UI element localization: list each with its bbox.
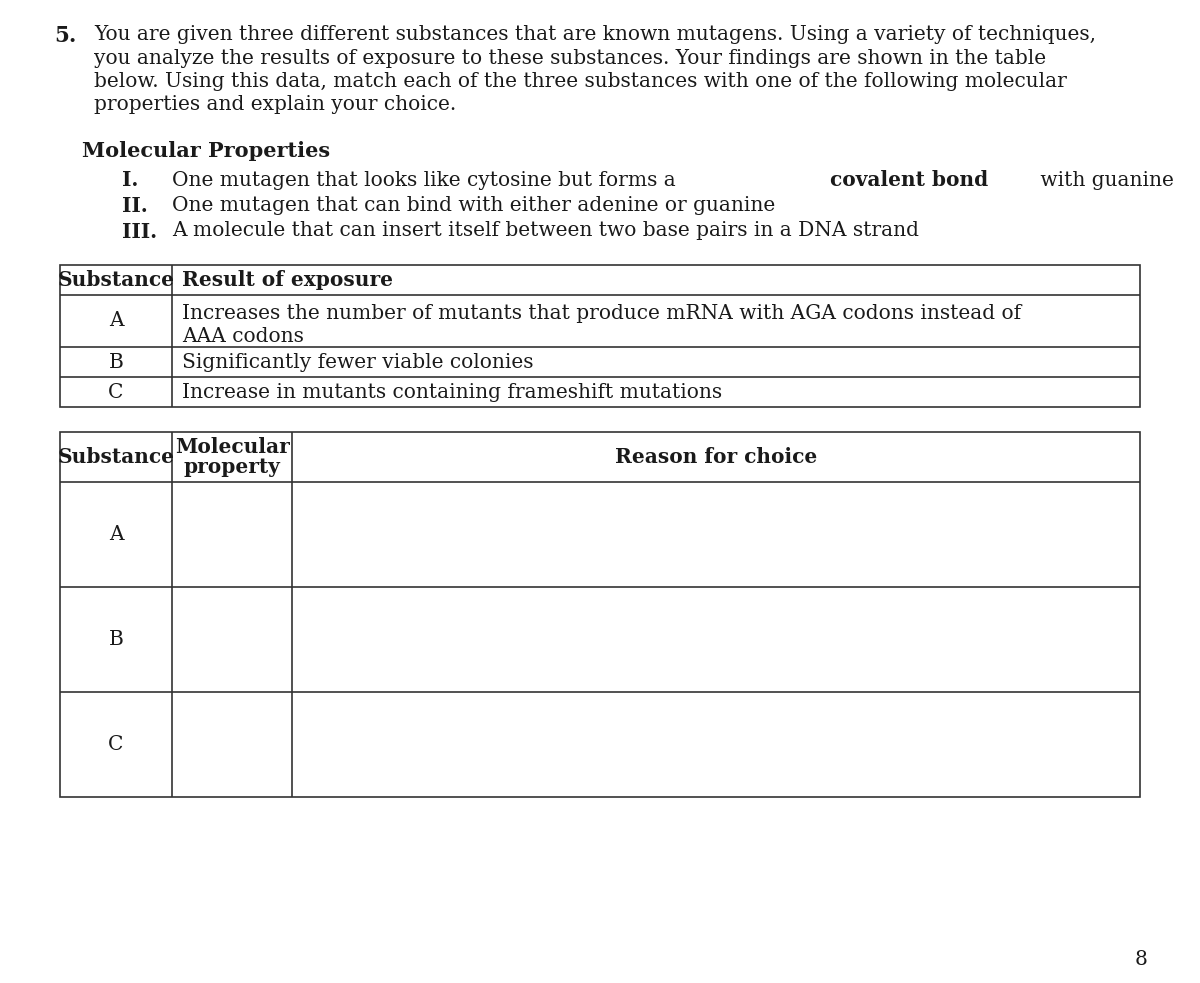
Text: below. Using this data, match each of the three substances with one of the follo: below. Using this data, match each of th… — [94, 72, 1067, 91]
Text: II.: II. — [122, 196, 148, 216]
Text: III.: III. — [122, 221, 157, 242]
Text: Substance: Substance — [58, 447, 174, 467]
Text: Molecular Properties: Molecular Properties — [82, 141, 330, 161]
Text: 8: 8 — [1135, 950, 1148, 969]
Text: C: C — [108, 382, 124, 401]
Text: Reason for choice: Reason for choice — [614, 447, 817, 467]
Text: with guanine: with guanine — [1034, 170, 1175, 190]
Bar — [60, 265, 1140, 407]
Text: AAA codons: AAA codons — [182, 327, 304, 346]
Text: One mutagen that can bind with either adenine or guanine: One mutagen that can bind with either ad… — [172, 196, 775, 215]
Text: Result of exposure: Result of exposure — [182, 270, 394, 290]
Text: you analyze the results of exposure to these substances. Your findings are shown: you analyze the results of exposure to t… — [94, 48, 1046, 68]
Text: Significantly fewer viable colonies: Significantly fewer viable colonies — [182, 353, 534, 372]
Text: Increases the number of mutants that produce mRNA with AGA codons instead of: Increases the number of mutants that pro… — [182, 304, 1021, 323]
Text: A: A — [109, 312, 124, 330]
Text: property: property — [184, 457, 281, 477]
Text: B: B — [108, 353, 124, 372]
Text: B: B — [108, 630, 124, 649]
Text: A: A — [109, 525, 124, 544]
Text: Molecular: Molecular — [175, 437, 289, 457]
Text: covalent bond: covalent bond — [830, 170, 989, 191]
Text: One mutagen that looks like cytosine but forms a: One mutagen that looks like cytosine but… — [172, 170, 682, 190]
Text: C: C — [108, 735, 124, 754]
Text: You are given three different substances that are known mutagens. Using a variet: You are given three different substances… — [94, 25, 1096, 44]
Text: properties and explain your choice.: properties and explain your choice. — [94, 95, 456, 114]
Text: Increase in mutants containing frameshift mutations: Increase in mutants containing frameshif… — [182, 382, 722, 401]
Bar — [60, 432, 1140, 797]
Text: I.: I. — [122, 170, 138, 191]
Text: 5.: 5. — [54, 25, 77, 47]
Text: A molecule that can insert itself between two base pairs in a DNA strand: A molecule that can insert itself betwee… — [172, 221, 919, 241]
Text: Substance: Substance — [58, 270, 174, 290]
